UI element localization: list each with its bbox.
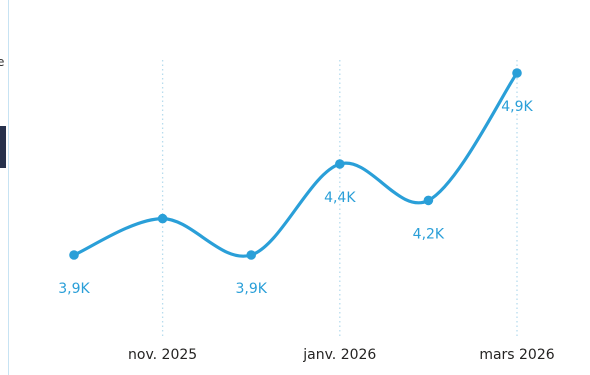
data-label: 3,9K: [58, 281, 90, 297]
x-tick-label: nov. 2025: [128, 347, 197, 363]
data-point: [512, 68, 522, 78]
left-panel-dark-block: [0, 126, 6, 168]
x-tick-label: janv. 2026: [302, 347, 376, 363]
data-point: [69, 250, 79, 260]
data-label: 4,9K: [501, 99, 533, 115]
left-panel-cut-text: e: [0, 55, 5, 69]
left-panel-edge: e: [0, 0, 9, 375]
x-tick-label: mars 2026: [479, 347, 554, 363]
data-point: [157, 213, 168, 224]
x-axis: nov. 2025 janv. 2026 mars 2026: [128, 347, 555, 363]
grid-layer: [161, 60, 518, 338]
data-point: [246, 250, 256, 260]
data-label: 3,9K: [235, 281, 267, 297]
point-layer: [69, 68, 522, 260]
series-line: [72, 71, 519, 258]
data-label: 4,2K: [413, 226, 445, 242]
data-label-layer: 3,9K 3,9K 4,4K 4,2K 4,9K: [58, 99, 533, 297]
data-label: 4,4K: [324, 190, 356, 206]
line-layer: [72, 71, 519, 258]
data-point: [335, 159, 345, 169]
data-point: [423, 195, 434, 206]
